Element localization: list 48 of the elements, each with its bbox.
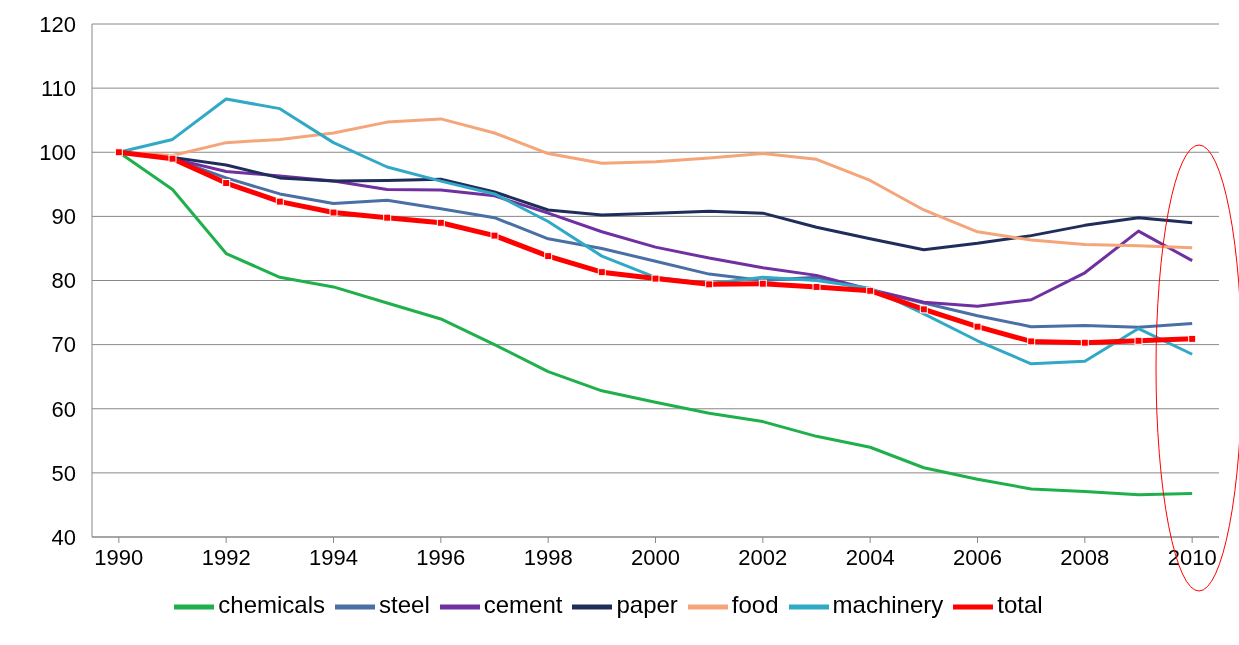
point [490, 231, 499, 240]
y-tick-label: 40 [51, 524, 76, 550]
legend-label: total [997, 591, 1043, 619]
point [866, 286, 875, 295]
x-tick-label: 2004 [845, 544, 895, 570]
x-tick-label: 2002 [738, 544, 788, 570]
point [651, 274, 660, 283]
x-tick-label: 1990 [94, 544, 144, 570]
point [383, 213, 392, 222]
point [275, 197, 284, 206]
point [1027, 337, 1036, 346]
y-tick-label: 50 [51, 460, 76, 486]
y-tick-label: 80 [51, 268, 76, 294]
x-tick-label: 1998 [523, 544, 573, 570]
x-tick-label: 1994 [309, 544, 358, 570]
x-tick-label: 2010 [1167, 544, 1217, 570]
point [597, 268, 606, 277]
legend-label: paper [616, 591, 678, 619]
point [1188, 334, 1197, 343]
point [758, 279, 767, 288]
y-tick-label: 90 [51, 204, 76, 230]
x-tick-label: 1996 [416, 544, 466, 570]
point [705, 280, 714, 289]
y-tick-label: 60 [51, 396, 76, 422]
x-tick-label: 2000 [631, 544, 680, 570]
point [973, 322, 982, 331]
point [329, 208, 338, 217]
x-tick-label: 2008 [1060, 544, 1110, 570]
point [919, 305, 928, 314]
point [1134, 336, 1143, 345]
point [436, 218, 445, 227]
legend-label: chemicals [218, 591, 326, 619]
y-tick-label: 120 [39, 11, 76, 37]
legend-label: machinery [832, 591, 944, 619]
point [1080, 338, 1089, 347]
point [222, 179, 231, 188]
x-tick-label: 2006 [953, 544, 1002, 570]
legend-label: cement [483, 591, 563, 619]
point [168, 154, 177, 163]
y-tick-label: 70 [51, 332, 76, 358]
legend-label: food [731, 591, 779, 619]
point [544, 252, 553, 261]
x-tick-label: 1992 [201, 544, 251, 570]
legend-label: steel [379, 591, 430, 619]
point [812, 282, 821, 291]
point [114, 148, 123, 157]
y-tick-label: 100 [39, 140, 76, 166]
y-tick-label: 110 [40, 75, 76, 101]
